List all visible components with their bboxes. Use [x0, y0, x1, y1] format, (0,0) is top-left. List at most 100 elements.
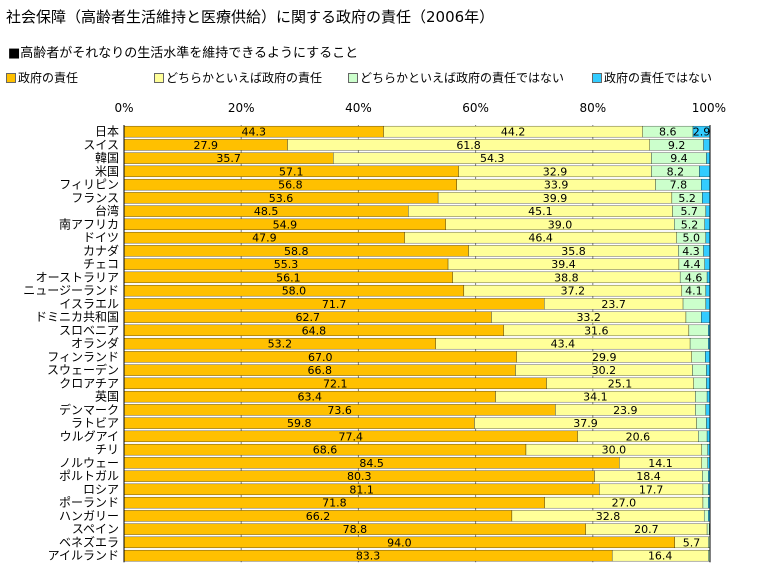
bar-segment	[701, 311, 711, 323]
data-label: 20.7	[634, 523, 659, 536]
category-label: ハンガリー	[59, 509, 119, 523]
data-label: 5.2	[678, 192, 696, 205]
data-label: 72.1	[323, 377, 348, 390]
data-label: 53.6	[269, 192, 294, 205]
category-label: イスラエル	[59, 297, 119, 311]
data-label: 33.9	[544, 179, 569, 192]
bar-segment	[706, 523, 710, 535]
data-label: 39.9	[543, 192, 568, 205]
category-label: ポルトガル	[59, 469, 119, 483]
data-label: 31.6	[584, 324, 609, 337]
category-label: オーストラリア	[36, 270, 119, 284]
bar-segment	[706, 417, 711, 429]
data-label: 39.0	[548, 218, 573, 231]
data-label: 5.7	[680, 205, 698, 218]
x-tick-label: 100%	[692, 101, 726, 115]
category-label: スロベニア	[59, 323, 119, 337]
bar-segment	[705, 298, 711, 310]
category-label: スペイン	[72, 522, 119, 536]
data-label: 54.9	[273, 218, 298, 231]
data-label: 30.2	[592, 364, 617, 377]
data-label: 54.3	[480, 152, 505, 165]
bar-segment	[703, 245, 711, 257]
legend-item-1: 政府の責任	[6, 71, 78, 85]
category-label: 台湾	[95, 203, 119, 218]
bar-segment	[699, 165, 711, 178]
data-label: 27.0	[612, 497, 637, 510]
bar-segment	[701, 443, 708, 456]
data-label: 45.1	[528, 205, 553, 218]
data-label: 46.4	[528, 232, 553, 245]
data-label: 14.1	[648, 457, 673, 470]
bar-segment	[695, 404, 707, 416]
bar-segment	[705, 231, 711, 244]
data-label: 5.2	[681, 218, 699, 231]
data-label: 34.1	[583, 391, 608, 404]
data-label: 56.8	[278, 179, 303, 192]
bar-segment	[702, 192, 711, 204]
data-label: 66.8	[307, 364, 332, 377]
bar-segment	[701, 457, 708, 469]
bar-segment	[706, 377, 711, 390]
data-label: 83.3	[356, 550, 381, 563]
category-label: アイルランド	[48, 549, 119, 563]
data-label: 59.8	[287, 417, 312, 430]
category-label: ノルウェー	[59, 456, 119, 470]
bar-segment	[695, 390, 708, 403]
bar-segment	[702, 483, 709, 496]
data-label: 16.4	[648, 550, 673, 563]
data-label: 7.8	[670, 179, 688, 192]
data-label: 66.2	[306, 510, 331, 523]
legend-swatch-1	[6, 72, 16, 83]
category-label: ドイツ	[83, 231, 119, 245]
category-label: スウェーデン	[47, 362, 119, 377]
category-label: 英国	[95, 390, 119, 404]
category-label: オランダ	[71, 336, 119, 351]
legend-label-1: 政府の責任	[18, 71, 79, 85]
data-label: 23.7	[601, 298, 626, 311]
bar-segment	[705, 351, 711, 363]
bar-segment	[704, 258, 711, 270]
data-label: 38.8	[554, 271, 579, 284]
bar-segment	[705, 205, 711, 217]
category-label: 韓国	[95, 151, 119, 165]
bar-segment	[703, 510, 709, 522]
data-label: 55.3	[274, 258, 299, 271]
data-label: 27.9	[193, 139, 218, 152]
data-label: 73.6	[327, 404, 352, 417]
legend-swatch-4	[592, 72, 602, 83]
chart-title: 社会保障（高齢者生活維持と医療供給）に関する政府の責任（2006年）	[6, 8, 495, 26]
legend-item-4: 政府の責任ではない	[592, 71, 712, 85]
category-label: ラトビア	[71, 416, 119, 430]
legend-label-4: 政府の責任ではない	[604, 71, 713, 85]
bar-segment	[701, 178, 711, 191]
data-label: 35.8	[561, 245, 586, 258]
data-label: 62.7	[295, 311, 320, 324]
bar-segment	[705, 404, 711, 416]
data-label: 33.2	[576, 311, 601, 324]
bar-segment	[689, 337, 709, 350]
data-label: 2.9	[693, 126, 711, 139]
data-label: 63.4	[298, 391, 323, 404]
data-label: 53.2	[268, 338, 293, 351]
bar-segment	[696, 417, 707, 429]
bar-segment	[705, 284, 711, 297]
legend-item-3: どちらかといえば政府の責任ではない	[348, 71, 564, 85]
bar-segment	[685, 311, 702, 323]
data-label: 23.9	[613, 404, 638, 417]
data-label: 77.4	[339, 430, 364, 443]
data-label: 37.2	[561, 285, 586, 298]
x-tick-label: 40%	[345, 101, 372, 115]
data-label: 78.8	[343, 523, 368, 536]
data-label: 71.8	[322, 497, 347, 510]
bar-segment	[703, 139, 711, 151]
bar-segment	[682, 298, 707, 310]
data-label: 84.5	[359, 457, 384, 470]
category-label: ロシア	[83, 482, 119, 496]
data-label: 48.5	[254, 205, 279, 218]
x-tick-label: 20%	[228, 101, 255, 115]
bar-segment	[702, 470, 709, 482]
data-label: 44.3	[242, 126, 267, 139]
bar-segment	[706, 152, 711, 164]
category-label: クロアチア	[59, 376, 119, 390]
